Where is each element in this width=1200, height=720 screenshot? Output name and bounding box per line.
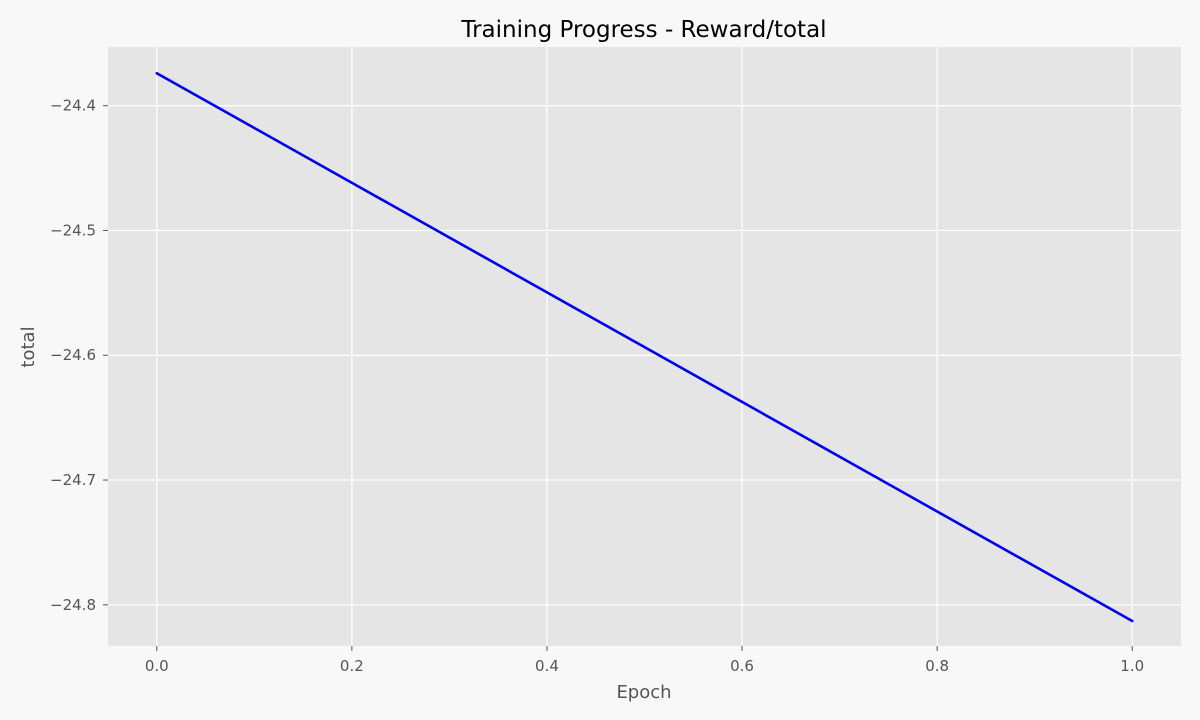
y-tick-label: −24.5 bbox=[50, 221, 96, 239]
series-lines bbox=[155, 71, 1134, 623]
x-tick-label: 0.4 bbox=[535, 657, 559, 675]
x-tick-label: 1.0 bbox=[1120, 657, 1144, 675]
x-tick-label: 0.6 bbox=[730, 657, 754, 675]
x-axis-label: Epoch bbox=[616, 682, 671, 703]
grid-lines bbox=[108, 47, 1181, 646]
y-tick-label: −24.4 bbox=[50, 97, 96, 115]
x-tick-label: 0.8 bbox=[925, 657, 949, 675]
y-axis-label: total bbox=[18, 326, 39, 367]
x-tick-label: 0.0 bbox=[145, 657, 169, 675]
chart-title: Training Progress - Reward/total bbox=[460, 17, 826, 43]
x-tick-label: 0.2 bbox=[340, 657, 364, 675]
series-line bbox=[155, 71, 1134, 623]
y-tick-labels: −24.4 −24.5 −24.6 −24.7 −24.8 bbox=[50, 97, 108, 614]
y-tick-label: −24.6 bbox=[50, 346, 96, 364]
y-tick-label: −24.7 bbox=[50, 471, 96, 489]
y-tick-label: −24.8 bbox=[50, 596, 96, 614]
x-tick-labels: 0.0 0.2 0.4 0.6 0.8 1.0 bbox=[145, 646, 1144, 675]
